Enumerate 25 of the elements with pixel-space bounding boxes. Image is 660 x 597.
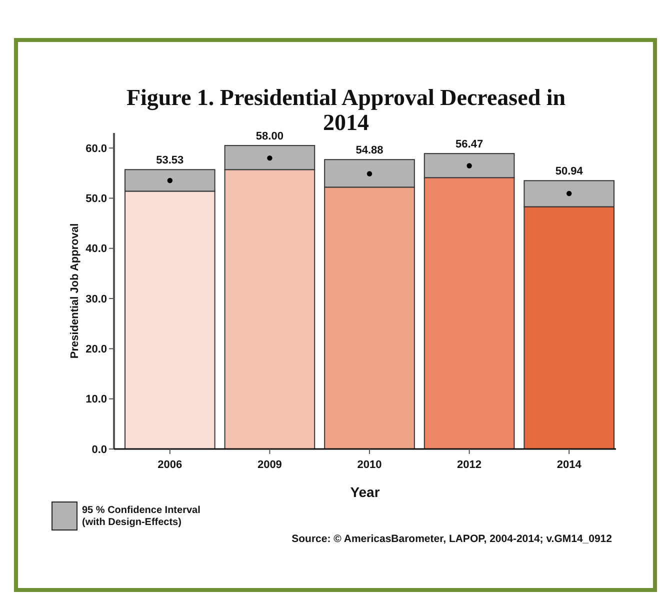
data-label: 50.94 (555, 166, 584, 178)
point (366, 171, 372, 176)
point (167, 178, 173, 184)
data-label: 54.88 (356, 144, 384, 157)
y-tick-label: 60.0 (86, 142, 107, 155)
y-tick-label: 50.0 (86, 193, 107, 206)
source-note: Source: © AmericasBarometer, LAPOP, 2004-2014; v.GM14_0912 (292, 533, 612, 545)
x-tick-label: 2010 (357, 459, 382, 471)
point (566, 190, 572, 196)
y-tick-label: 40.0 (86, 243, 107, 256)
y-tick-label: 30.0 (86, 293, 107, 306)
x-tick-label: 2012 (457, 459, 482, 471)
data-label: 53.53 (156, 154, 184, 167)
y-tick-label: 0.0 (92, 444, 107, 456)
data-label: 56.47 (456, 138, 484, 151)
y-axis-title: Presidential Job Approval (69, 223, 81, 359)
point (267, 155, 272, 161)
x-axis-title: Year (350, 484, 380, 500)
y-tick-label: 20.0 (86, 344, 107, 356)
text: 95 % Confidence Interval (with Design-Effects) (82, 505, 201, 528)
x-tick-label: 2014 (556, 459, 582, 471)
x-tick-label: 2006 (158, 459, 182, 471)
x-tick-label: 2009 (257, 459, 282, 471)
point (466, 163, 472, 168)
y-tick-label: 10.0 (86, 394, 107, 406)
